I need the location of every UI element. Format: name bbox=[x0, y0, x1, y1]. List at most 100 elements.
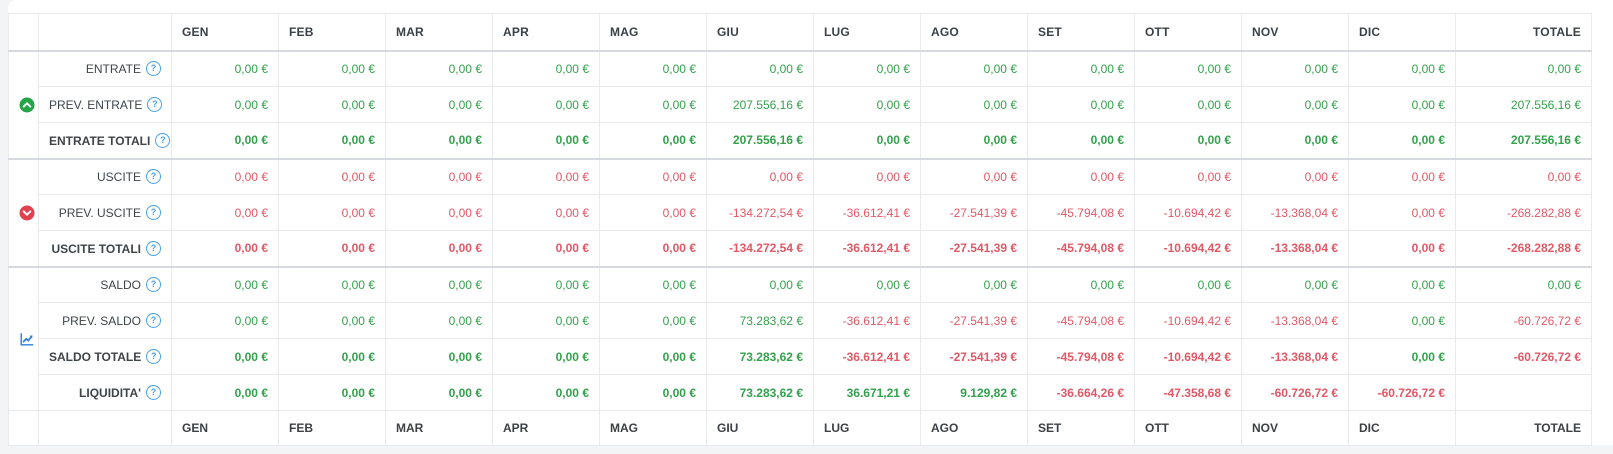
value-cell-set: 0,00 € bbox=[1027, 86, 1135, 123]
column-header-set: SET bbox=[1027, 410, 1135, 446]
value-cell-totale: 207.556,16 € bbox=[1455, 86, 1592, 123]
column-header-totale: TOTALE bbox=[1455, 410, 1592, 446]
value-cell-ago: -27.541,39 € bbox=[920, 230, 1028, 267]
table-row-entrate-totali: ENTRATE TOTALI? 0,00 €0,00 €0,00 €0,00 €0… bbox=[9, 122, 1592, 159]
value-cell-totale: -268.282,88 € bbox=[1455, 194, 1592, 231]
value-cell-apr: 0,00 € bbox=[492, 338, 600, 375]
column-header-ago: AGO bbox=[920, 410, 1028, 446]
row-label: PREV. ENTRATE? bbox=[38, 86, 172, 123]
help-icon[interactable]: ? bbox=[155, 132, 171, 148]
value-cell-feb: 0,00 € bbox=[278, 194, 386, 231]
corner-cell-label bbox=[38, 13, 172, 51]
column-header-gen: GEN bbox=[171, 410, 279, 446]
value-cell-mar: 0,00 € bbox=[385, 49, 493, 87]
value-cell-lug: 0,00 € bbox=[813, 86, 921, 123]
value-cell-feb: 0,00 € bbox=[278, 265, 386, 303]
column-header-dic: DIC bbox=[1348, 410, 1456, 446]
column-header-mar: MAR bbox=[385, 13, 493, 51]
column-header-nov: NOV bbox=[1241, 410, 1349, 446]
table-row-entrate: ENTRATE? 0,00 €0,00 €0,00 €0,00 €0,00 €0,… bbox=[8, 49, 1592, 159]
column-header-ott: OTT bbox=[1134, 410, 1242, 446]
value-cell-mag: 0,00 € bbox=[599, 157, 707, 195]
header-row: GEN FEB MAR APR MAG GIU LUG AGO SET OTT NOV DIC TOTA… bbox=[8, 13, 1592, 51]
value-cell-gen: 0,00 € bbox=[171, 338, 279, 375]
help-icon[interactable]: ? bbox=[146, 240, 161, 256]
value-cell-giu: 0,00 € bbox=[706, 157, 814, 195]
row-label: SALDO? bbox=[38, 265, 172, 303]
help-icon[interactable]: ? bbox=[146, 385, 161, 401]
value-cell-lug: -36.612,41 € bbox=[813, 194, 921, 231]
row-label: PREV. USCITE? bbox=[38, 194, 172, 231]
value-cell-ott: -10.694,42 € bbox=[1134, 194, 1242, 231]
value-cell-apr: 0,00 € bbox=[492, 194, 600, 231]
row-label-text: SALDO bbox=[100, 277, 141, 292]
value-cell-totale: 0,00 € bbox=[1455, 265, 1592, 303]
value-cell-totale: -268.282,88 € bbox=[1455, 230, 1592, 267]
help-icon[interactable]: ? bbox=[146, 61, 161, 77]
value-cell-lug: 0,00 € bbox=[813, 265, 921, 303]
circle-arrow-down-icon bbox=[19, 205, 35, 220]
value-cell-nov: 0,00 € bbox=[1241, 265, 1349, 303]
corner-cell-icon bbox=[8, 13, 39, 51]
value-cell-feb: 0,00 € bbox=[278, 374, 386, 411]
value-cell-giu: 207.556,16 € bbox=[706, 122, 814, 159]
row-label: ENTRATE? bbox=[38, 49, 172, 87]
circle-arrow-up-icon bbox=[19, 97, 35, 112]
value-cell-giu: 73.283,62 € bbox=[706, 302, 814, 339]
value-cell-apr: 0,00 € bbox=[492, 230, 600, 267]
value-cell-mag: 0,00 € bbox=[599, 374, 707, 411]
help-icon[interactable]: ? bbox=[146, 313, 161, 329]
value-cell-apr: 0,00 € bbox=[492, 265, 600, 303]
value-cell-ago: 0,00 € bbox=[920, 265, 1028, 303]
value-cell-totale bbox=[1455, 374, 1592, 411]
value-cell-set: -45.794,08 € bbox=[1027, 194, 1135, 231]
column-header-mar: MAR bbox=[385, 410, 493, 446]
row-label: SALDO TOTALE? bbox=[38, 338, 172, 375]
value-cell-feb: 0,00 € bbox=[278, 338, 386, 375]
column-header-totale: TOTALE bbox=[1455, 13, 1592, 51]
row-label: USCITE TOTALI? bbox=[38, 230, 172, 267]
table-row-prev-uscite: PREV. USCITE? 0,00 €0,00 €0,00 €0,00 €0,0… bbox=[9, 194, 1592, 231]
value-cell-ott: 0,00 € bbox=[1134, 122, 1242, 159]
value-cell-giu: -134.272,54 € bbox=[706, 230, 814, 267]
value-cell-gen: 0,00 € bbox=[171, 194, 279, 231]
value-cell-nov: -13.368,04 € bbox=[1241, 338, 1349, 375]
value-cell-gen: 0,00 € bbox=[171, 122, 279, 159]
column-header-lug: LUG bbox=[813, 410, 921, 446]
value-cell-set: 0,00 € bbox=[1027, 157, 1135, 195]
row-label-text: PREV. ENTRATE bbox=[49, 97, 143, 112]
value-cell-dic: 0,00 € bbox=[1348, 302, 1456, 339]
help-icon[interactable]: ? bbox=[146, 169, 161, 185]
value-cell-dic: -60.726,72 € bbox=[1348, 374, 1456, 411]
value-cell-giu: 0,00 € bbox=[706, 265, 814, 303]
group-icon-cell bbox=[8, 265, 39, 411]
row-label: PREV. SALDO? bbox=[38, 302, 172, 339]
value-cell-ott: -47.358,68 € bbox=[1134, 374, 1242, 411]
line-chart-icon[interactable] bbox=[19, 331, 35, 346]
value-cell-apr: 0,00 € bbox=[492, 157, 600, 195]
value-cell-mar: 0,00 € bbox=[385, 157, 493, 195]
help-icon[interactable]: ? bbox=[146, 349, 162, 365]
value-cell-dic: 0,00 € bbox=[1348, 49, 1456, 87]
value-cell-apr: 0,00 € bbox=[492, 49, 600, 87]
value-cell-feb: 0,00 € bbox=[278, 302, 386, 339]
column-header-lug: LUG bbox=[813, 13, 921, 51]
table-body: ENTRATE? 0,00 €0,00 €0,00 €0,00 €0,00 €0,… bbox=[8, 49, 1592, 411]
help-icon[interactable]: ? bbox=[146, 277, 161, 293]
value-cell-ott: -10.694,42 € bbox=[1134, 302, 1242, 339]
value-cell-feb: 0,00 € bbox=[278, 86, 386, 123]
corner-cell-icon bbox=[8, 410, 39, 446]
value-cell-mag: 0,00 € bbox=[599, 302, 707, 339]
value-cell-ott: -10.694,42 € bbox=[1134, 338, 1242, 375]
value-cell-apr: 0,00 € bbox=[492, 122, 600, 159]
help-icon[interactable]: ? bbox=[146, 205, 161, 221]
value-cell-nov: -13.368,04 € bbox=[1241, 230, 1349, 267]
table-row-uscite-totali: USCITE TOTALI? 0,00 €0,00 €0,00 €0,00 €0,… bbox=[9, 230, 1592, 267]
help-icon[interactable]: ? bbox=[147, 97, 163, 113]
value-cell-mar: 0,00 € bbox=[385, 265, 493, 303]
value-cell-ott: 0,00 € bbox=[1134, 265, 1242, 303]
value-cell-giu: 73.283,62 € bbox=[706, 338, 814, 375]
value-cell-ott: 0,00 € bbox=[1134, 86, 1242, 123]
value-cell-feb: 0,00 € bbox=[278, 230, 386, 267]
value-cell-nov: 0,00 € bbox=[1241, 86, 1349, 123]
